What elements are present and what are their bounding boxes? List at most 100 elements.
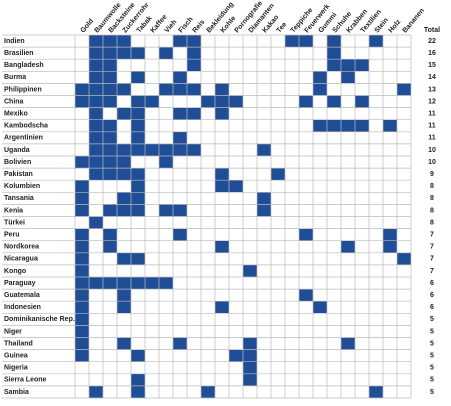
filled-cell xyxy=(75,349,89,362)
filled-cell xyxy=(89,95,103,108)
total-value: 5 xyxy=(430,328,434,335)
filled-cell xyxy=(75,277,89,290)
filled-cell xyxy=(243,337,257,350)
total-value: 8 xyxy=(430,183,434,190)
total-value: 7 xyxy=(430,256,434,263)
filled-cell xyxy=(145,95,159,108)
filled-cell xyxy=(131,71,145,84)
filled-cell xyxy=(117,35,131,48)
filled-cell xyxy=(117,289,131,302)
filled-cell xyxy=(313,301,327,314)
filled-cell xyxy=(341,240,355,253)
filled-cell xyxy=(131,168,145,181)
country-label: Guatemala xyxy=(4,292,40,299)
country-label: Tansania xyxy=(4,195,34,202)
filled-cell xyxy=(299,95,313,108)
filled-cell xyxy=(243,264,257,277)
total-value: 8 xyxy=(430,195,434,202)
filled-cell xyxy=(75,301,89,314)
country-label: Niger xyxy=(4,328,22,335)
filled-cell xyxy=(215,107,229,120)
total-value: 16 xyxy=(428,50,436,57)
country-label: Nordkorea xyxy=(4,244,39,251)
filled-cell xyxy=(327,119,341,132)
total-value: 11 xyxy=(428,135,436,142)
filled-cell xyxy=(187,107,201,120)
column-header: Holz xyxy=(388,18,403,34)
filled-cell xyxy=(131,277,145,290)
filled-cell xyxy=(75,180,89,193)
filled-cell xyxy=(327,35,341,48)
total-value: 7 xyxy=(430,231,434,238)
total-value: 11 xyxy=(428,123,436,130)
country-label: Kambodscha xyxy=(4,123,48,130)
country-label: Bangladesh xyxy=(4,62,44,69)
filled-cell xyxy=(187,35,201,48)
total-value: 6 xyxy=(430,292,434,299)
filled-cell xyxy=(173,337,187,350)
filled-cell xyxy=(117,192,131,205)
filled-cell xyxy=(159,83,173,96)
filled-cell xyxy=(215,83,229,96)
filled-cell xyxy=(173,71,187,84)
country-label: Bolivien xyxy=(4,159,31,166)
total-value: 5 xyxy=(430,377,434,384)
filled-cell xyxy=(173,107,187,120)
filled-cell xyxy=(75,252,89,265)
total-value: 9 xyxy=(430,171,434,178)
filled-cell xyxy=(75,289,89,302)
country-label: Brasilien xyxy=(4,50,34,57)
filled-cell xyxy=(299,35,313,48)
filled-cell xyxy=(117,156,131,169)
country-label: Peru xyxy=(4,231,20,238)
filled-cell xyxy=(89,143,103,156)
filled-cell xyxy=(75,337,89,350)
filled-cell xyxy=(397,252,411,265)
total-value: 7 xyxy=(430,268,434,275)
filled-cell xyxy=(145,277,159,290)
country-label: Kongo xyxy=(4,268,26,275)
filled-cell xyxy=(327,47,341,60)
filled-cell xyxy=(173,83,187,96)
column-header: Tee xyxy=(276,21,289,34)
filled-cell xyxy=(397,83,411,96)
filled-cell xyxy=(243,349,257,362)
country-label: Guinea xyxy=(4,352,28,359)
country-label: Uganda xyxy=(4,147,30,154)
total-value: 5 xyxy=(430,316,434,323)
filled-cell xyxy=(89,168,103,181)
filled-cell xyxy=(271,168,285,181)
country-label: Argentinien xyxy=(4,135,43,142)
total-value: 14 xyxy=(428,74,436,81)
filled-cell xyxy=(103,204,117,217)
filled-cell xyxy=(75,313,89,326)
filled-cell xyxy=(103,95,117,108)
filled-cell xyxy=(117,83,131,96)
filled-cell xyxy=(75,240,89,253)
filled-cell xyxy=(89,35,103,48)
filled-cell xyxy=(229,349,243,362)
filled-cell xyxy=(369,385,383,398)
total-value: 5 xyxy=(430,340,434,347)
filled-cell xyxy=(75,156,89,169)
filled-cell xyxy=(159,204,173,217)
filled-cell xyxy=(173,204,187,217)
filled-cell xyxy=(103,35,117,48)
filled-cell xyxy=(383,228,397,241)
filled-cell xyxy=(173,143,187,156)
filled-cell xyxy=(159,143,173,156)
filled-cell xyxy=(89,216,103,229)
filled-cell xyxy=(117,107,131,120)
filled-cell xyxy=(89,71,103,84)
total-value: 13 xyxy=(428,86,436,93)
country-label: Kolumbien xyxy=(4,183,40,190)
country-label: Kenia xyxy=(4,207,23,214)
filled-cell xyxy=(355,59,369,72)
filled-cell xyxy=(89,83,103,96)
total-value: 7 xyxy=(430,244,434,251)
filled-cell xyxy=(187,59,201,72)
filled-cell xyxy=(131,192,145,205)
filled-cell xyxy=(103,59,117,72)
filled-cell xyxy=(75,83,89,96)
filled-cell xyxy=(369,35,383,48)
